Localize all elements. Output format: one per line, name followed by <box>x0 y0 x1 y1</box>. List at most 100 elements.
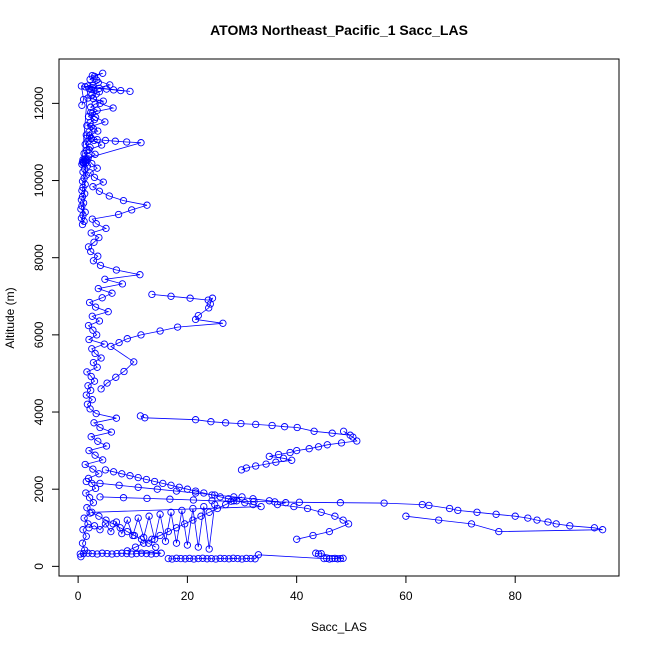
data-series <box>88 466 265 551</box>
y-tick-label: 6000 <box>32 321 46 348</box>
data-point <box>120 367 128 376</box>
data-point <box>175 483 183 491</box>
data-point <box>225 555 233 563</box>
data-point <box>80 514 88 522</box>
data-point <box>208 491 216 499</box>
data-point <box>161 537 170 545</box>
data-point <box>101 275 109 283</box>
data-point <box>344 520 353 528</box>
data-point <box>82 489 90 497</box>
data-point <box>137 331 145 339</box>
data-point <box>293 446 301 455</box>
x-tick-label: 80 <box>509 589 523 603</box>
data-point <box>142 475 151 484</box>
data-point <box>238 493 246 501</box>
series-line <box>90 469 262 548</box>
data-point <box>183 541 192 549</box>
data-series <box>77 69 151 561</box>
data-point <box>87 433 95 441</box>
data-point <box>336 554 345 563</box>
data-point <box>323 441 331 449</box>
data-point <box>272 458 280 466</box>
data-point <box>76 550 84 558</box>
data-point <box>249 495 257 503</box>
data-point <box>123 549 131 558</box>
data-point <box>90 238 98 246</box>
data-point <box>108 289 116 297</box>
data-point <box>90 173 99 182</box>
data-point <box>88 396 96 404</box>
data-point <box>115 338 123 347</box>
data-point <box>159 479 167 488</box>
data-point <box>590 524 599 532</box>
data-point <box>112 373 120 381</box>
data-point <box>206 300 214 308</box>
data-point <box>88 508 96 516</box>
data-point <box>134 483 142 491</box>
data-point <box>166 495 174 503</box>
data-point <box>103 379 111 387</box>
data-point <box>96 479 104 488</box>
data-point <box>89 257 98 265</box>
data-series <box>164 549 347 563</box>
data-point <box>252 462 260 470</box>
data-point <box>134 473 142 482</box>
data-point <box>167 508 175 516</box>
y-tick-label: 10000 <box>32 164 46 198</box>
data-point <box>130 358 138 366</box>
data-point <box>216 493 224 501</box>
data-point <box>83 122 91 130</box>
data-point <box>172 554 181 562</box>
data-point <box>85 298 94 307</box>
data-point <box>310 427 318 435</box>
data-point <box>445 504 454 513</box>
data-point <box>103 549 111 558</box>
data-point <box>95 470 103 478</box>
data-point <box>252 420 260 429</box>
data-point <box>85 494 94 502</box>
data-point <box>93 164 101 172</box>
data-point <box>467 520 476 528</box>
data-point <box>102 516 110 524</box>
data-point <box>84 321 93 330</box>
data-point <box>118 280 127 288</box>
data-point <box>157 549 165 557</box>
data-point <box>88 83 96 92</box>
data-point <box>96 493 104 501</box>
data-point <box>212 555 220 563</box>
data-point <box>101 136 110 145</box>
data-point <box>205 545 213 553</box>
data-point <box>96 261 105 270</box>
data-point <box>83 504 91 512</box>
data-point <box>402 512 410 520</box>
data-point <box>131 543 140 551</box>
data-point <box>566 522 574 530</box>
data-point <box>200 502 208 511</box>
data-point <box>83 134 91 142</box>
data-point <box>282 499 290 507</box>
data-series <box>85 500 219 553</box>
data-point <box>89 358 98 367</box>
data-point <box>94 284 102 293</box>
data-point <box>172 539 181 547</box>
data-point <box>331 554 339 563</box>
data-point <box>290 502 298 511</box>
data-point <box>208 497 216 505</box>
data-point <box>524 514 532 522</box>
data-point <box>325 527 334 536</box>
y-tick-label: 4000 <box>32 398 46 425</box>
data-point <box>112 518 121 526</box>
data-point <box>168 555 176 563</box>
data-point <box>328 554 336 563</box>
data-point <box>123 335 131 343</box>
data-point <box>237 466 246 474</box>
data-point <box>598 526 607 534</box>
data-point <box>242 554 251 563</box>
data-point <box>191 487 200 495</box>
data-point <box>91 451 99 459</box>
data-point <box>203 555 211 563</box>
data-series <box>97 290 227 393</box>
data-point <box>96 423 104 432</box>
data-point <box>136 271 144 279</box>
data-point <box>118 529 126 538</box>
